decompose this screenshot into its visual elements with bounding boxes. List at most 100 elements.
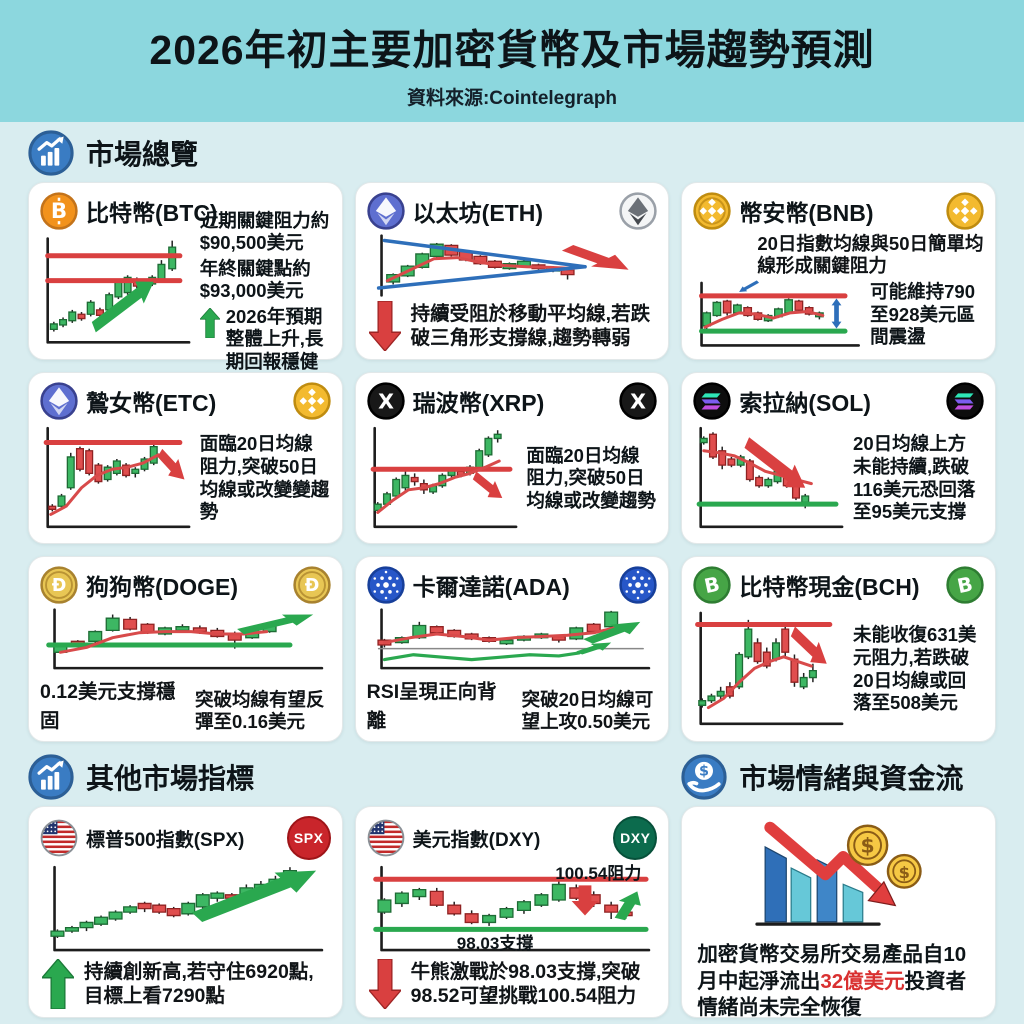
doge-note-target: 突破均線有望反彈至0.16美元: [194, 688, 325, 732]
xrp-coin-icon: X: [366, 382, 405, 420]
up-arrow-icon: [40, 957, 76, 1010]
card-doge-header: Ð 狗狗幣(DOGE) Ð: [40, 566, 331, 604]
up-arrow-icon: [198, 307, 221, 339]
btc-coin-icon: B: [40, 192, 78, 230]
btc-note-yearend: 年終關鍵點約$93,000美元: [199, 257, 311, 302]
binance-coin-icon: [292, 382, 331, 420]
ada-price-chart: [367, 606, 658, 673]
dxy-chart-wrap: 100.54阻力 98.03支撐: [367, 862, 658, 957]
bch-note: 未能收復631美元阻力,若跌破20日均線或回落至508美元: [853, 624, 977, 714]
svg-text:X: X: [378, 389, 394, 413]
section-other-indicators: 其他市場指標: [28, 754, 669, 800]
bnb-note-range: 可能維持790至928美元區間震盪: [870, 281, 975, 348]
btc-note-resistance: 近期關鍵阻力約$90,500美元: [199, 209, 330, 254]
btc-note-outlook: 2026年預期整體上升,長期回報穩健: [198, 306, 331, 374]
card-dxy-header: 美元指數(DXY) DXY: [367, 816, 658, 860]
dxy-note: 牛熊激戰於98.03支撐,突破98.52可望挑戰100.54阻力: [367, 957, 658, 1011]
card-xrp-header: X 瑞波幣(XRP) X: [366, 382, 658, 420]
card-bnb-header: 幣安幣(BNB): [693, 192, 984, 230]
sol-notes: 20日均線上方未能持續,跌破116美元恐回落至95美元支撐: [853, 422, 984, 535]
indicator-cards-row: 標普500指數(SPX) SPX 持續創新高,若守住6920點,目標上看7290…: [28, 806, 996, 1019]
sol-price-chart: [693, 422, 847, 535]
card-bnb-title: 幣安幣(BNB): [739, 200, 874, 226]
page-header: 2026年初主要加密貨幣及市場趨勢預測 資料來源:Cointelegraph: [0, 0, 1024, 122]
crypto-cards-row-1: B 比特幣(BTC) 近期關鍵阻力約$90,500美元 年終關鍵點約$93,00…: [28, 182, 996, 372]
crypto-cards-row-2: 鷙女幣(ETC) 面臨20日均線阻力,突破50日均線或改變變趨勢 X 瑞波幣(X…: [28, 372, 996, 544]
eth-coin-icon: [366, 192, 405, 230]
crypto-cards-row-3: Ð 狗狗幣(DOGE) Ð 0.12美元支撐穩固 突破均線有望反彈至0.16美元…: [28, 556, 996, 742]
card-etc-header: 鷙女幣(ETC): [40, 382, 331, 420]
etc-coin-icon: [40, 382, 78, 420]
section-overview: 市場總覽: [28, 130, 669, 176]
other-indicators-icon: [28, 754, 74, 800]
card-eth-title: 以太坊(ETH): [412, 200, 543, 226]
card-doge: Ð 狗狗幣(DOGE) Ð 0.12美元支撐穩固 突破均線有望反彈至0.16美元: [28, 556, 343, 742]
btc-notes: 近期關鍵阻力約$90,500美元 年終關鍵點約$93,000美元 2026年預期…: [198, 210, 331, 372]
doge-coin-icon-right: Ð: [292, 566, 331, 604]
card-bch-title: 比特幣現金(BCH): [739, 574, 920, 600]
bch-price-chart: [693, 606, 847, 733]
spx-badge: SPX: [286, 816, 331, 860]
card-eth: 以太坊(ETH) 持續受阻於移動平均線,若跌破三角形支撐線,趨勢轉弱: [354, 182, 670, 360]
market-overview-icon: [28, 130, 74, 176]
capital-outflow-illustration: $ $: [693, 816, 984, 938]
card-btc-header: B 比特幣(BTC): [40, 192, 331, 230]
page-title: 2026年初主要加密貨幣及市場趨勢預測: [149, 27, 875, 73]
card-spx-title: 標普500指數(SPX): [86, 829, 245, 851]
svg-text:$: $: [699, 764, 709, 780]
doge-price-chart: [40, 606, 331, 673]
card-sentiment-flows: $ $ 加密貨幣交易所交易產品自10月中起淨流出32億美元投資者情緒尚未完全恢復: [681, 806, 996, 1019]
bnb-price-chart: [693, 280, 864, 351]
dxy-badge: DXY: [613, 816, 658, 860]
card-etc: 鷙女幣(ETC) 面臨20日均線阻力,突破50日均線或改變變趨勢: [28, 372, 343, 544]
dxy-resistance-label: 100.54阻力: [555, 864, 642, 883]
eth-note: 持續受阻於移動平均線,若跌破三角形支撐線,趨勢轉弱: [367, 299, 658, 353]
doge-coin-icon: Ð: [40, 566, 78, 604]
sol-coin-icon-right: [946, 382, 984, 420]
svg-text:Ð: Ð: [304, 576, 319, 596]
card-bch: B 比特幣現金(BCH) B 未能收復631美元阻力,若跌破20日均線或回落至5…: [681, 556, 996, 742]
card-ada: 卡爾達諾(ADA) RSI呈現正向背離 突破20日均線可望上攻0.50美元: [354, 556, 670, 742]
money-flow-icon: $: [681, 754, 727, 800]
card-xrp-title: 瑞波幣(XRP): [412, 390, 545, 416]
dxy-support-label: 98.03支撐: [456, 934, 534, 954]
section-bottom-row: 其他市場指標 $ 市場情緒與資金流: [28, 754, 996, 800]
card-sol-title: 索拉納(SOL): [739, 390, 871, 416]
xrp-coin-icon-right: X: [619, 382, 658, 420]
flows-caption: 加密貨幣交易所交易產品自10月中起淨流出32億美元投資者情緒尚未完全恢復: [697, 943, 967, 1020]
bch-coin-icon: B: [693, 566, 732, 604]
svg-text:Ð: Ð: [52, 576, 67, 596]
card-bch-header: B 比特幣現金(BCH) B: [693, 566, 984, 604]
xrp-price-chart: [367, 422, 521, 535]
ada-coin-icon: [366, 566, 405, 604]
card-bnb: 幣安幣(BNB) 20日指數均線與50日簡單均線形成關鍵阻力 可能維持790至9…: [681, 182, 996, 360]
eth-coin-icon-right: [619, 192, 658, 230]
card-dxy: 美元指數(DXY) DXY 100.54阻力 98.03支撐 牛熊激戰於98.0…: [354, 806, 670, 1018]
us-flag-icon: [40, 819, 78, 857]
outflow-amount: 32億美元: [820, 969, 905, 993]
btc-price-chart: [40, 232, 194, 351]
sol-coin-icon: [693, 382, 732, 420]
bch-coin-icon-right: B: [946, 566, 984, 604]
card-btc-title: 比特幣(BTC): [86, 200, 218, 226]
svg-text:$: $: [899, 863, 910, 882]
down-arrow-icon: [367, 300, 403, 353]
dxy-price-chart: [367, 862, 658, 957]
card-eth-header: 以太坊(ETH): [366, 192, 658, 230]
xrp-notes: 面臨20日均線阻力,突破50日均線或改變趨勢: [526, 422, 657, 535]
section-sentiment-title: 市場情緒與資金流: [739, 763, 964, 794]
svg-text:B: B: [955, 572, 975, 598]
xrp-note: 面臨20日均線阻力,突破50日均線或改變趨勢: [526, 444, 656, 511]
card-spx-header: 標普500指數(SPX) SPX: [40, 816, 331, 860]
etc-notes: 面臨20日均線阻力,突破50日均線或改變變趨勢: [200, 422, 331, 535]
card-sol: 索拉納(SOL) 20日均線上方未能持續,跌破116美元恐回落至95美元支撐: [681, 372, 996, 544]
doge-notes: 0.12美元支撐穩固 突破均線有望反彈至0.16美元: [40, 673, 331, 733]
card-doge-title: 狗狗幣(DOGE): [86, 574, 239, 600]
svg-text:X: X: [630, 389, 646, 413]
card-etc-title: 鷙女幣(ETC): [86, 390, 217, 416]
ada-note-rsi: RSI呈現正向背離: [366, 681, 497, 732]
section-overview-row: 市場總覽: [28, 130, 996, 176]
card-xrp: X 瑞波幣(XRP) X 面臨20日均線阻力,突破50日均線或改變趨勢: [354, 372, 670, 544]
section-other-indicators-title: 其他市場指標: [86, 763, 255, 794]
bnb-coin-icon-right: [946, 192, 984, 230]
